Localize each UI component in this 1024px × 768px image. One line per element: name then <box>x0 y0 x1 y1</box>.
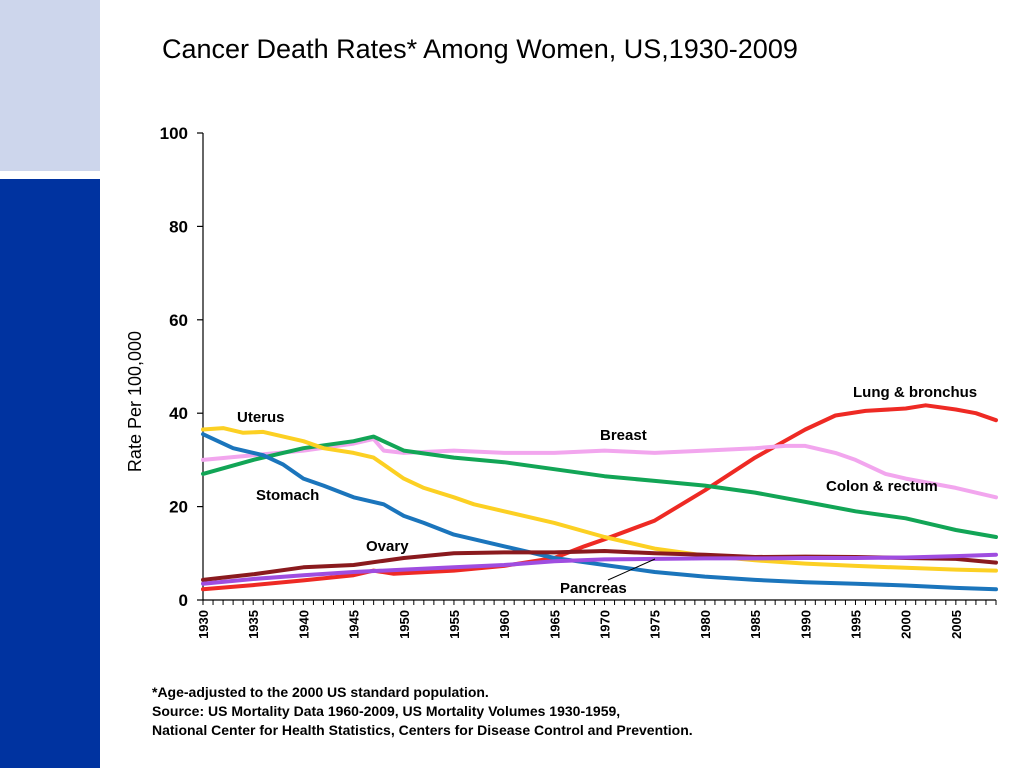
x-tick-label-1950: 1950 <box>397 610 412 639</box>
series-line-breast <box>201 436 998 500</box>
x-tick-label-1940: 1940 <box>296 610 311 639</box>
y-tick-label-60: 60 <box>169 311 188 330</box>
y-tick-label-20: 20 <box>169 498 188 517</box>
series-label-colon-rectum: Colon & rectum <box>826 478 938 495</box>
x-tick-label-1955: 1955 <box>447 610 462 639</box>
series-line-colon-rectum <box>201 434 998 539</box>
y-tick-label-100: 100 <box>160 124 188 143</box>
x-tick-label-1960: 1960 <box>497 610 512 639</box>
series-label-lung-bronchus: Lung & bronchus <box>853 384 977 401</box>
pancreas-leader-line <box>607 558 656 581</box>
series-line-uterus <box>201 426 998 573</box>
x-tick-label-1965: 1965 <box>547 610 562 639</box>
y-tick-label-0: 0 <box>179 591 188 610</box>
x-tick-label-2005: 2005 <box>949 610 964 639</box>
footnotes: *Age-adjusted to the 2000 US standard po… <box>152 683 693 740</box>
sidebar-light-block <box>0 0 100 171</box>
x-tick-label-1980: 1980 <box>698 610 713 639</box>
sidebar-dark-block <box>0 179 100 768</box>
chart-title: Cancer Death Rates* Among Women, US,1930… <box>162 34 798 64</box>
footnote-source: Source: US Mortality Data 1960-2009, US … <box>152 703 621 719</box>
x-tick-label-1945: 1945 <box>347 610 362 639</box>
x-tick-label-1990: 1990 <box>798 610 813 639</box>
series-line-stomach <box>201 432 998 592</box>
x-tick-label-1985: 1985 <box>748 610 763 639</box>
x-tick-label-1970: 1970 <box>598 610 613 639</box>
x-tick-label-1935: 1935 <box>246 610 261 639</box>
footnote-agency: National Center for Health Statistics, C… <box>152 722 693 738</box>
y-axis-label: Rate Per 100,000 <box>125 331 145 472</box>
x-tick-label-1995: 1995 <box>848 610 863 639</box>
footnote-age-adjusted: *Age-adjusted to the 2000 US standard po… <box>152 684 489 700</box>
series-label-pancreas: Pancreas <box>560 580 627 597</box>
series-label-uterus: Uterus <box>237 409 285 426</box>
x-tick-label-2000: 2000 <box>899 610 914 639</box>
y-tick-label-80: 80 <box>169 217 188 236</box>
series-label-stomach: Stomach <box>256 487 319 504</box>
x-tick-label-1975: 1975 <box>648 610 663 639</box>
series-label-breast: Breast <box>600 427 647 444</box>
x-tick-label-1930: 1930 <box>196 610 211 639</box>
y-tick-label-40: 40 <box>169 404 188 423</box>
line-chart: 0 20 40 60 80 100 1930 1935 1940 1945 1950 1955 1960… <box>125 124 998 639</box>
series-label-ovary: Ovary <box>366 538 409 555</box>
series-line-pancreas <box>201 552 998 586</box>
